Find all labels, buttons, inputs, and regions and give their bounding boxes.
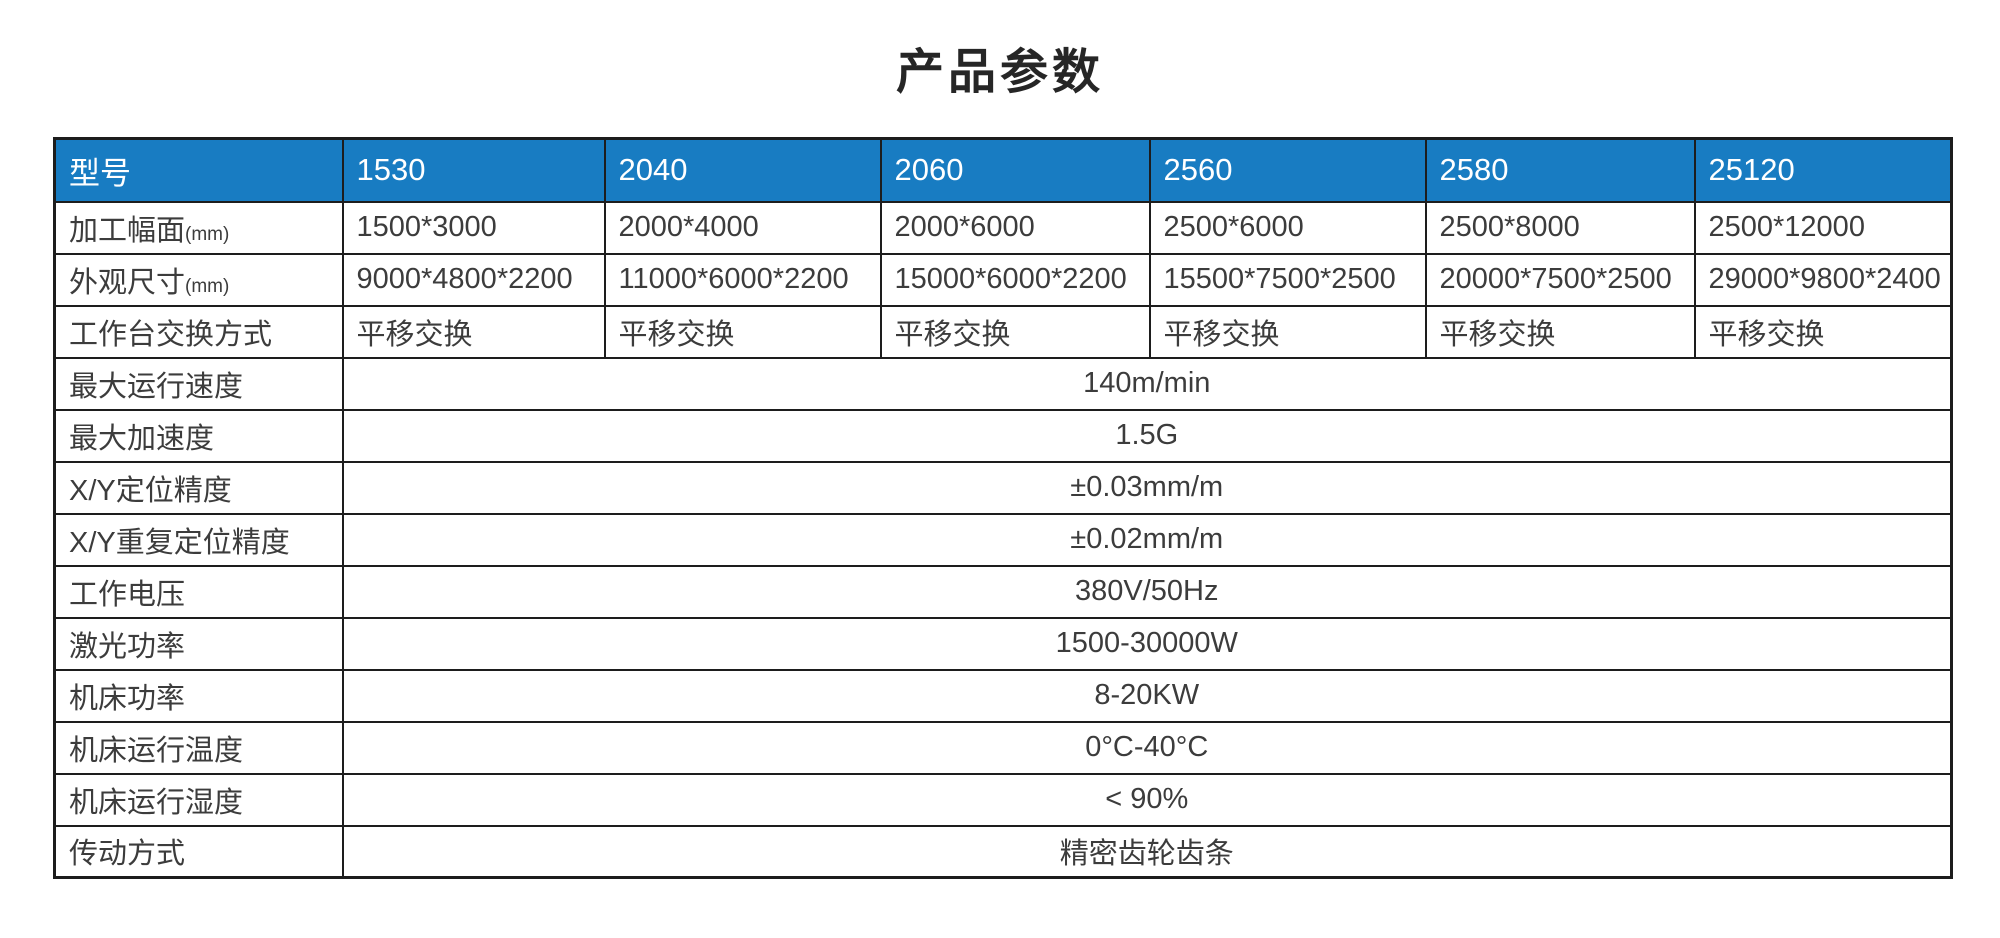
row-label-cell: X/Y重复定位精度 <box>53 512 344 567</box>
merged-value-1: 1.5G <box>341 408 1953 463</box>
merged-value-9: 精密齿轮齿条 <box>341 824 1953 879</box>
cell-value-r0-c1: 2000*4000 <box>603 200 882 255</box>
table-row: 传动方式 精密齿轮齿条 <box>53 824 1953 879</box>
merged-value-6: 8-20KW <box>341 668 1953 723</box>
cell-value-r1-c1: 11000*6000*2200 <box>603 252 882 307</box>
row-label: 加工幅面 <box>69 214 186 247</box>
cell-value-r2-c2: 平移交换 <box>879 304 1151 359</box>
header-cell-model-5: 25120 <box>1693 137 1953 203</box>
row-label-cell: 机床运行温度 <box>53 720 344 775</box>
table-row: X/Y定位精度 ±0.03mm/m <box>53 460 1953 515</box>
header-cell-model-4: 2580 <box>1424 137 1696 203</box>
parameters-table: 型号 1530 2040 2060 2560 2580 25120 加工幅面(mm) 1500*… <box>53 137 1953 879</box>
merged-value-2: ±0.03mm/m <box>341 460 1953 515</box>
row-label-cell: X/Y定位精度 <box>53 460 344 515</box>
table-row: 工作台交换方式 平移交换 平移交换 平移交换 平移交换 平移交换 平移交换 <box>53 304 1953 359</box>
row-label-cell: 工作电压 <box>53 564 344 619</box>
cell-value-r2-c4: 平移交换 <box>1424 304 1696 359</box>
cell-value-r2-c3: 平移交换 <box>1148 304 1427 359</box>
row-label-cell: 激光功率 <box>53 616 344 671</box>
cell-value-r0-c4: 2500*8000 <box>1424 200 1696 255</box>
header-cell-model-1: 2040 <box>603 137 882 203</box>
table-row: 外观尺寸(mm) 9000*4800*2200 11000*6000*2200 150… <box>53 252 1953 307</box>
merged-value-4: 380V/50Hz <box>341 564 1953 619</box>
table-body: 型号 1530 2040 2060 2560 2580 25120 加工幅面(mm) 1500*… <box>53 137 1953 879</box>
table-row: 激光功率 1500-30000W <box>53 616 1953 671</box>
cell-value-r2-c0: 平移交换 <box>341 304 606 359</box>
header-cell-model-label: 型号 <box>53 137 344 203</box>
cell-value-r1-c3: 15500*7500*2500 <box>1148 252 1427 307</box>
page-title: 产品参数 <box>895 46 1104 99</box>
merged-value-8: < 90% <box>341 772 1953 827</box>
row-label-cell: 机床运行湿度 <box>53 772 344 827</box>
row-label-cell: 最大运行速度 <box>53 356 344 411</box>
merged-value-0: 140m/min <box>341 356 1953 411</box>
cell-value-r1-c5: 29000*9800*2400 <box>1693 252 1953 307</box>
header-cell-model-0: 1530 <box>341 137 606 203</box>
row-label-cell: 机床功率 <box>53 668 344 723</box>
table-row: 机床功率 8-20KW <box>53 668 1953 723</box>
cell-value-r0-c5: 2500*12000 <box>1693 200 1953 255</box>
header-row: 型号 1530 2040 2060 2560 2580 25120 <box>53 137 1953 203</box>
table-row: 机床运行温度 0°C-40°C <box>53 720 1953 775</box>
table-row: 最大运行速度 140m/min <box>53 356 1953 411</box>
table-row: 机床运行湿度 < 90% <box>53 772 1953 827</box>
row-unit: (mm) <box>185 275 230 297</box>
row-label-cell: 最大加速度 <box>53 408 344 463</box>
cell-value-r0-c0: 1500*3000 <box>341 200 606 255</box>
merged-value-3: ±0.02mm/m <box>341 512 1953 567</box>
cell-value-r2-c5: 平移交换 <box>1693 304 1953 359</box>
table-row: X/Y重复定位精度 ±0.02mm/m <box>53 512 1953 567</box>
header-cell-model-3: 2560 <box>1148 137 1427 203</box>
table-row: 工作电压 380V/50Hz <box>53 564 1953 619</box>
cell-value-r1-c4: 20000*7500*2500 <box>1424 252 1696 307</box>
row-label-cell: 工作台交换方式 <box>53 304 344 359</box>
row-unit: (mm) <box>185 223 230 245</box>
table-row: 加工幅面(mm) 1500*3000 2000*4000 2000*6000 2500*… <box>53 200 1953 255</box>
cell-value-r2-c1: 平移交换 <box>603 304 882 359</box>
row-label: 工作台交换方式 <box>69 318 273 351</box>
cell-value-r0-c2: 2000*6000 <box>879 200 1151 255</box>
merged-value-5: 1500-30000W <box>341 616 1953 671</box>
cell-value-r0-c3: 2500*6000 <box>1148 200 1427 255</box>
header-cell-model-2: 2060 <box>879 137 1151 203</box>
row-label-cell: 加工幅面(mm) <box>53 200 344 255</box>
merged-value-7: 0°C-40°C <box>341 720 1953 775</box>
row-label-cell: 外观尺寸(mm) <box>53 252 344 307</box>
row-label-cell: 传动方式 <box>53 824 344 879</box>
table-row: 最大加速度 1.5G <box>53 408 1953 463</box>
row-label: 外观尺寸 <box>69 266 186 299</box>
cell-value-r1-c2: 15000*6000*2200 <box>879 252 1151 307</box>
cell-value-r1-c0: 9000*4800*2200 <box>341 252 606 307</box>
